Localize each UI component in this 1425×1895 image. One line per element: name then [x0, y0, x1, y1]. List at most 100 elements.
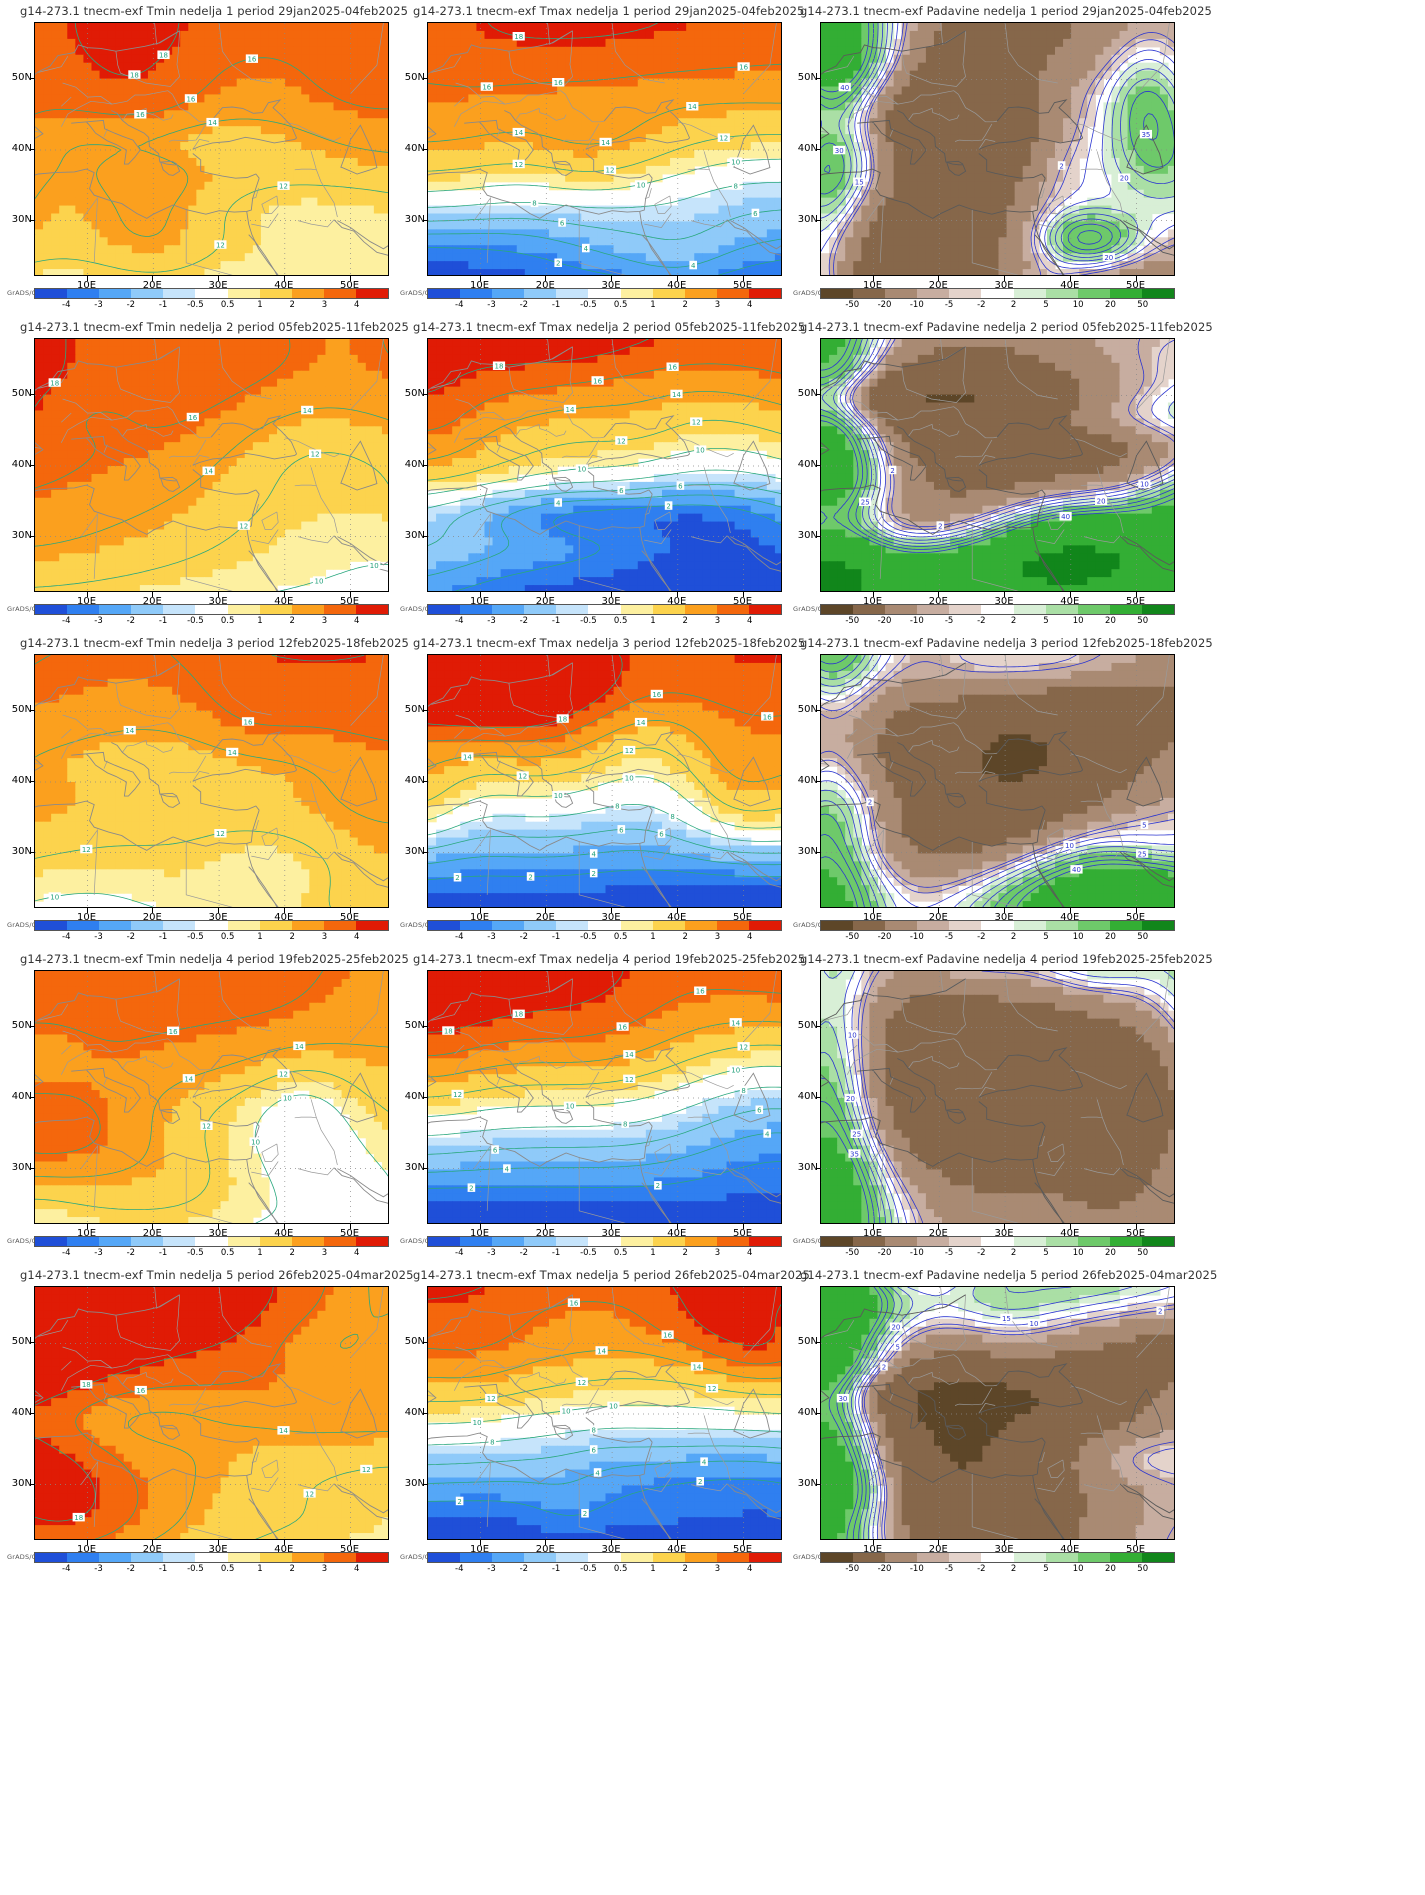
- lat-tick-mark: [816, 1097, 821, 1098]
- svg-text:12: 12: [719, 135, 728, 143]
- lon-tick-mark: [1069, 908, 1071, 913]
- lat-tick-label: 40N: [6, 459, 32, 470]
- country-borders: [821, 23, 1170, 275]
- shaded-anomaly-field: [428, 655, 781, 907]
- lat-tick-label: 30N: [792, 1162, 818, 1173]
- colorbar-swatch: [748, 921, 782, 930]
- lon-tick-label: 20E: [528, 280, 562, 291]
- colorbar-swatch: [853, 605, 886, 614]
- lon-tick-label: 50E: [333, 1228, 367, 1239]
- colorbar-tick-label: 10: [1073, 616, 1084, 626]
- colorbar-tick-labels: -4 -3 -2 -1 -0.5 0.5 1 2 3 4: [34, 931, 389, 944]
- colorbar-tick-label: 20: [1105, 1248, 1116, 1258]
- map-area[interactable]: 10 20 25 35: [820, 970, 1175, 1224]
- colorbar-swatch: [748, 1237, 782, 1246]
- colorbar-swatch: [35, 289, 68, 298]
- map-area[interactable]: 12 12 14 16 18 18: [34, 1286, 389, 1540]
- map-area[interactable]: 2 2 2 4 6 6 8 8 10 10 12 12 14 14 16 16 18: [427, 654, 782, 908]
- lon-tick-label: 30E: [594, 912, 628, 923]
- lon-tick-mark: [1135, 1224, 1137, 1229]
- colorbar-swatch: [949, 289, 982, 298]
- map-area[interactable]: 10 10 12 12 14 14 16 18: [34, 338, 389, 592]
- map-panel-r3c1: g14-273.1 tnecm-exf Tmin nedelja 3 perio…: [6, 632, 409, 948]
- map-area[interactable]: 2 2 10 20 25 40: [820, 338, 1175, 592]
- lon-tick-mark: [349, 908, 351, 913]
- lon-tick-mark: [611, 908, 613, 913]
- map-area[interactable]: 10 12 12 14 14 16: [34, 654, 389, 908]
- country-borders: [821, 971, 1170, 1223]
- colorbar-tick-label: -4: [62, 1248, 70, 1258]
- lon-tick-label: 50E: [333, 1544, 367, 1555]
- colorbar-swatch: [35, 605, 68, 614]
- shaded-anomaly-field: [428, 23, 781, 275]
- colorbar-tick-label: -4: [455, 300, 463, 310]
- map-area[interactable]: 10 10 12 12 14 14 16: [34, 970, 389, 1224]
- lat-tick-mark: [30, 1413, 35, 1414]
- colorbar-swatch: [917, 921, 950, 930]
- colorbar-tick-labels: -4 -3 -2 -1 -0.5 0.5 1 2 3 4: [34, 1563, 389, 1576]
- lon-tick-label: 10E: [70, 1228, 104, 1239]
- colorbar-tick-labels: -50 -20 -10 -5 -2 2 5 10 20 50: [820, 615, 1175, 628]
- colorbar-tick-label: -4: [62, 1564, 70, 1574]
- colorbar-swatch: [1109, 289, 1142, 298]
- lon-tick-mark: [349, 276, 351, 281]
- lat-tick-mark: [423, 1413, 428, 1414]
- lat-tick-mark: [423, 219, 428, 221]
- lat-tick-label: 50N: [792, 704, 818, 715]
- colorbar-swatch: [853, 1237, 886, 1246]
- colorbar-swatch: [195, 921, 228, 930]
- colorbar-tick-label: -3: [94, 1248, 102, 1258]
- map-area[interactable]: 2 2 2 4 4 6 8 8 10 10 10 12 12 12 14 14 16 16: [427, 1286, 782, 1540]
- lat-tick-mark: [30, 851, 35, 853]
- map-area[interactable]: 2 2 4 4 6 6 8 8 10 10 12 12 12 14 14 16 16 18 18: [427, 970, 782, 1224]
- lon-tick-label: 40E: [267, 280, 301, 291]
- lon-tick-mark: [1004, 592, 1006, 597]
- colorbar-tick-label: -0.5: [187, 1564, 204, 1574]
- shaded-anomaly-field: [428, 971, 781, 1223]
- lon-tick-mark: [938, 592, 940, 597]
- panel-title: g14-273.1 tnecm-exf Tmin nedelja 5 perio…: [20, 1268, 414, 1282]
- map-canvas: 2 4 4 6 6 8 8 10 10 12 12 12 14 14 14 16 16 16 18: [428, 23, 781, 275]
- map-panel-r3c2: g14-273.1 tnecm-exf Tmax nedelja 3 perio…: [399, 632, 805, 948]
- colorbar-tick-label: 10: [1073, 1248, 1084, 1258]
- lat-tick-label: 50N: [792, 388, 818, 399]
- colorbar-swatch: [981, 605, 1014, 614]
- svg-text:30: 30: [835, 147, 844, 155]
- lon-tick-mark: [1135, 592, 1137, 597]
- coastlines: [428, 30, 781, 275]
- lat-lon-gridlines: [35, 971, 388, 1223]
- map-area[interactable]: 2 2 5 10 15 20 30: [820, 1286, 1175, 1540]
- map-area[interactable]: 2 5 10 25 40: [820, 654, 1175, 908]
- svg-text:2: 2: [1059, 162, 1063, 170]
- grads-watermark: GrADS/COLA: [7, 1237, 50, 1245]
- panel-title: g14-273.1 tnecm-exf Padavine nedelja 4 p…: [800, 952, 1213, 966]
- colorbar-tick-label: 50: [1137, 1564, 1148, 1574]
- colorbar-swatch: [885, 289, 918, 298]
- colorbar: GrADS/COLA -4 -3 -2 -1 -0.5 0.5 1 2 3 4: [400, 1552, 782, 1576]
- map-area[interactable]: 2 4 6 6 10 10 12 12 14 14 16 16 18: [427, 338, 782, 592]
- colorbar-swatch: [35, 921, 68, 930]
- map-area[interactable]: 2 15 20 20 30 35 40: [820, 22, 1175, 276]
- colorbar-tick-label: 2: [1011, 616, 1016, 626]
- colorbar-tick-label: 50: [1137, 1248, 1148, 1258]
- panel-title: g14-273.1 tnecm-exf Tmax nedelja 2 perio…: [413, 320, 805, 334]
- colorbar-tick-label: 3: [715, 1248, 720, 1258]
- colorbar-swatch: [684, 1237, 717, 1246]
- lon-tick-mark: [742, 1224, 744, 1229]
- lat-lon-gridlines: [821, 23, 1174, 275]
- colorbar-swatch: [163, 605, 196, 614]
- map-area[interactable]: 12 12 14 16 16 16 18 18: [34, 22, 389, 276]
- colorbar-swatch: [355, 605, 389, 614]
- colorbar-tick-label: 10: [1073, 300, 1084, 310]
- colorbar-swatch: [917, 1553, 950, 1562]
- lat-tick-label: 40N: [399, 775, 425, 786]
- colorbar-swatch: [981, 921, 1014, 930]
- lon-tick-label: 30E: [987, 280, 1021, 291]
- map-area[interactable]: 2 4 4 6 6 8 8 10 10 12 12 12 14 14 14 16 16 16 18: [427, 22, 782, 276]
- colorbar-swatch: [620, 289, 653, 298]
- colorbar-tick-label: 3: [322, 616, 327, 626]
- lon-tick-mark: [1069, 1224, 1071, 1229]
